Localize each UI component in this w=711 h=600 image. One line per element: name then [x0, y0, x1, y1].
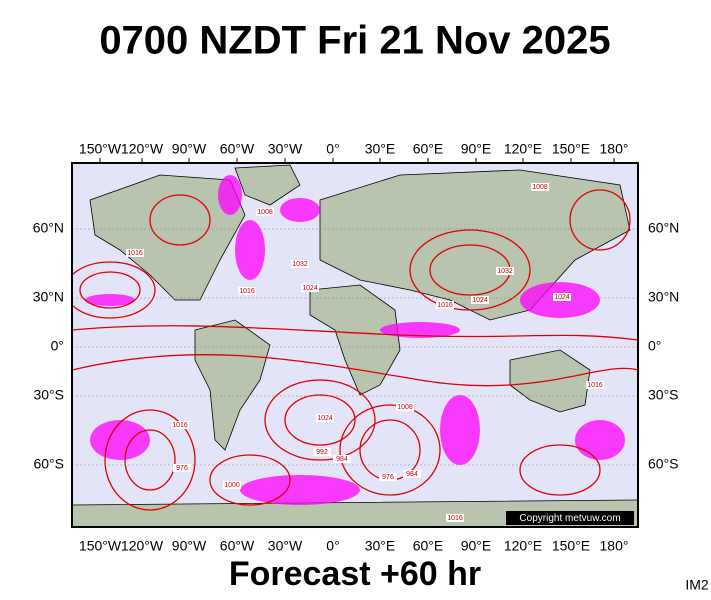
antarctica — [72, 499, 638, 527]
isobar-label: 1032 — [292, 261, 308, 268]
isobar-label: 1016 — [127, 250, 143, 257]
land — [72, 164, 638, 527]
isobar-label-bg — [313, 448, 331, 456]
africa — [309, 284, 401, 396]
lon-label-top: 90°W — [172, 141, 207, 157]
lat-label-right: 60°N — [648, 220, 679, 236]
lon-label-top: 0° — [326, 141, 339, 157]
lon-label-bottom: 90°W — [172, 538, 207, 554]
map-frame — [71, 162, 639, 528]
isobar-label-bg — [256, 208, 274, 216]
lat-label-right: 0° — [648, 338, 661, 354]
precipitation — [85, 175, 625, 505]
isobar-label: 1024 — [472, 297, 488, 304]
lat-label-left: 30°S — [33, 387, 64, 403]
lat-label-right: 30°S — [648, 387, 679, 403]
lon-label-bottom: 120°E — [504, 538, 542, 554]
isobar-label-bg — [223, 481, 241, 489]
lon-label-bottom: 120°W — [121, 538, 164, 554]
north-america — [89, 174, 246, 301]
copyright: Copyright metvuw.com — [519, 513, 620, 524]
greenland — [234, 164, 301, 206]
lon-label-bottom: 60°W — [220, 538, 255, 554]
isobar-label: 984 — [406, 471, 418, 478]
isobar-label: 976 — [382, 474, 394, 481]
lon-label-top: 150°W — [79, 141, 122, 157]
lon-label-bottom: 30°E — [365, 538, 396, 554]
copyright-box — [506, 511, 634, 525]
isobar-label-bg — [126, 249, 144, 257]
isobar-label: 1024 — [302, 285, 318, 292]
lat-label-left: 60°N — [33, 220, 64, 236]
isobar-label: 1008 — [397, 404, 413, 411]
isobar-label-bg — [333, 455, 351, 463]
australia — [509, 349, 591, 413]
isobar-label: 992 — [316, 449, 328, 456]
lat-label-right: 30°N — [648, 289, 679, 305]
lon-label-bottom: 90°E — [461, 538, 492, 554]
isobar-label-bg — [316, 414, 334, 422]
isobar-label: 1016 — [587, 382, 603, 389]
title: 0700 NZDT Fri 21 Nov 2025 — [99, 19, 610, 63]
isobar-labels: 1016 1032 1024 1016 1008 1024 1032 1016 1024 1008… — [126, 183, 604, 522]
lon-label-top: 30°E — [365, 141, 396, 157]
corner-label: IM2 — [685, 577, 709, 593]
isobar-label: 1024 — [317, 415, 333, 422]
isobar-label-bg — [436, 301, 454, 309]
lon-label-bottom: 150°E — [552, 538, 590, 554]
lon-label-top: 30°W — [268, 141, 303, 157]
lon-label-top: 60°E — [413, 141, 444, 157]
isobar-label-bg — [379, 473, 397, 481]
graticule-labels: 150°W150°W120°W120°W90°W90°W60°W60°W30°W… — [33, 141, 680, 554]
lon-label-bottom: 60°E — [413, 538, 444, 554]
isobar-label: 1000 — [224, 482, 240, 489]
isobar-label-bg — [553, 293, 571, 301]
lat-label-left: 0° — [51, 338, 64, 354]
isobar-label-bg — [396, 403, 414, 411]
isobar-label: 1008 — [532, 184, 548, 191]
isobar-label-bg — [446, 514, 464, 522]
isobar-label: 1024 — [554, 294, 570, 301]
lon-label-top: 90°E — [461, 141, 492, 157]
lon-label-top: 180° — [600, 141, 629, 157]
footer: Forecast +60 hr — [229, 555, 481, 593]
isobar-label: 976 — [176, 465, 188, 472]
isobar-label: 1016 — [172, 422, 188, 429]
lon-label-top: 60°W — [220, 141, 255, 157]
isobar-label-bg — [403, 470, 421, 478]
map-area: 1016 1032 1024 1016 1008 1024 1032 1016 1024 1008… — [72, 163, 638, 527]
south-america — [194, 319, 271, 451]
lon-label-top: 150°E — [552, 141, 590, 157]
isobar-label-bg — [291, 260, 309, 268]
lat-label-right: 60°S — [648, 456, 679, 472]
isobar-label-bg — [586, 381, 604, 389]
isobar-label-bg — [171, 421, 189, 429]
isobar-label: 1016 — [437, 302, 453, 309]
isobar-label: 1008 — [257, 209, 273, 216]
lon-label-bottom: 30°W — [268, 538, 303, 554]
isobar-label-bg — [471, 296, 489, 304]
isobar-label: 984 — [336, 456, 348, 463]
isobar-label-bg — [531, 183, 549, 191]
isobar-label-bg — [496, 267, 514, 275]
lon-label-bottom: 150°W — [79, 538, 122, 554]
lon-label-bottom: 180° — [600, 538, 629, 554]
lat-label-left: 30°N — [33, 289, 64, 305]
lon-label-top: 120°E — [504, 141, 542, 157]
isobar-label-bg — [238, 287, 256, 295]
lon-label-bottom: 0° — [326, 538, 339, 554]
isobar-label: 1016 — [239, 288, 255, 295]
isobar-label: 1016 — [447, 515, 463, 522]
lon-label-top: 120°W — [121, 141, 164, 157]
isobar-label: 1032 — [497, 268, 513, 275]
lat-label-left: 60°S — [33, 456, 64, 472]
isobar-label-bg — [301, 284, 319, 292]
isobar-label-bg — [173, 464, 191, 472]
